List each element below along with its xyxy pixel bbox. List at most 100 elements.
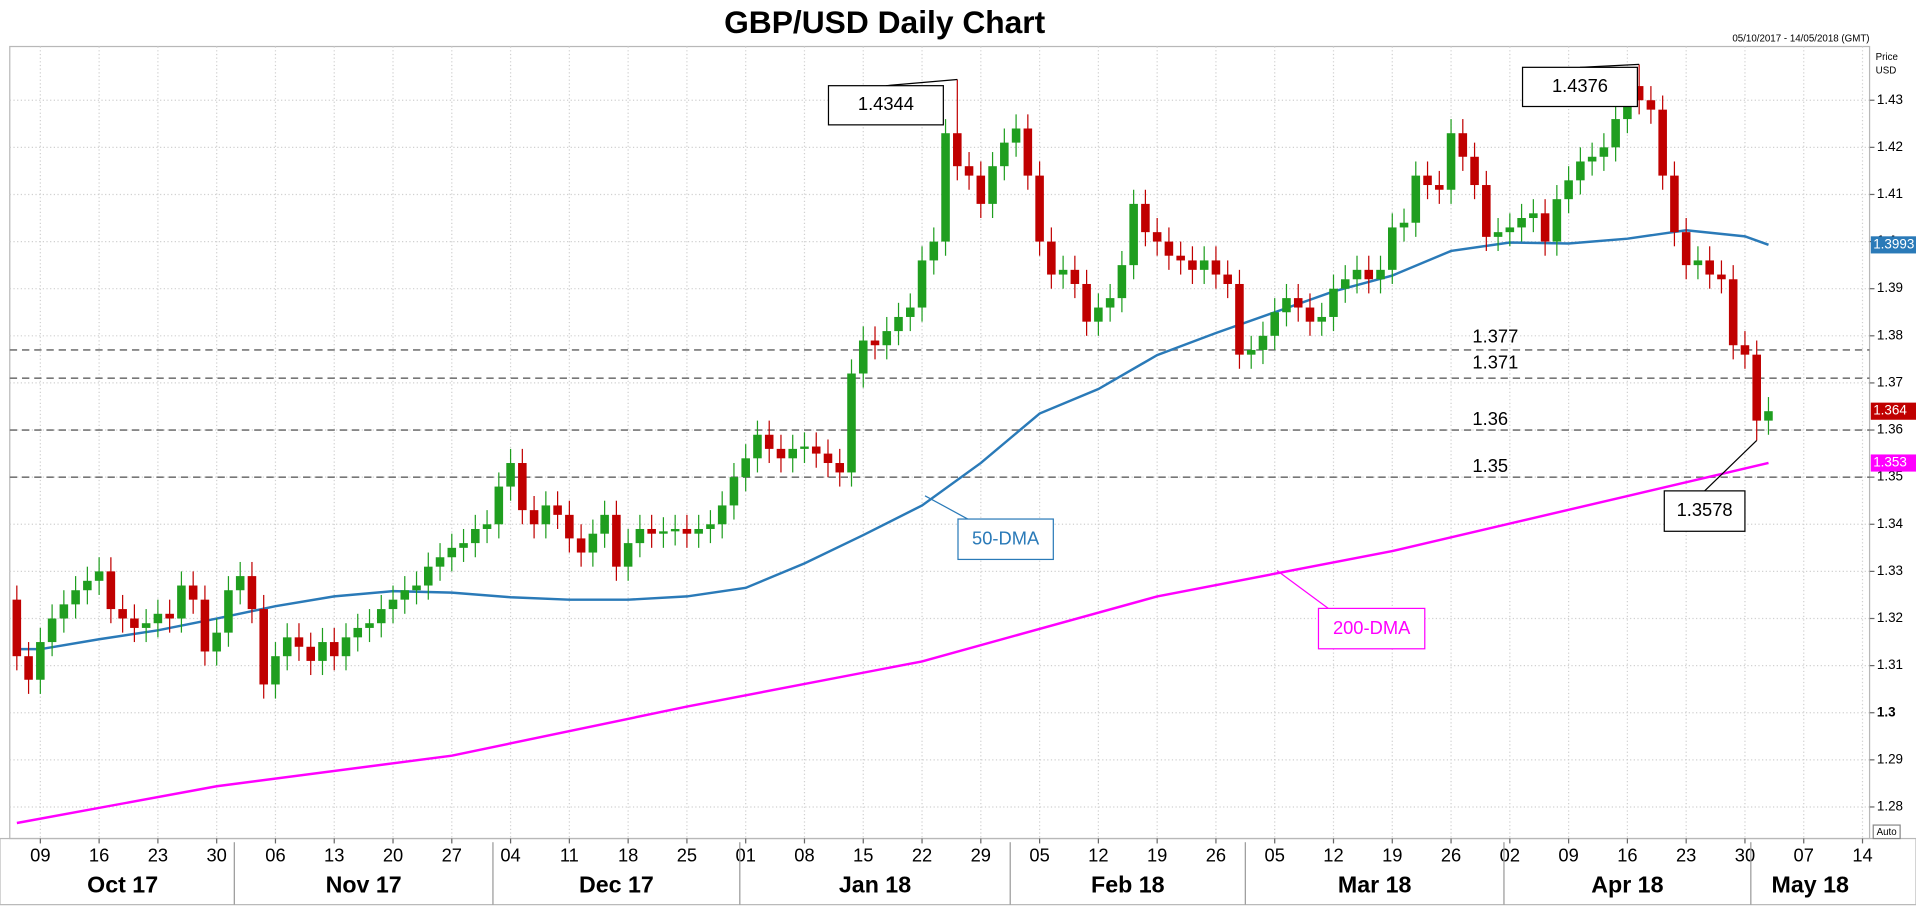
candle-body — [1752, 354, 1761, 421]
month-label: Dec 17 — [579, 871, 654, 897]
candle-body — [1576, 161, 1585, 181]
candle-body — [1458, 133, 1468, 157]
callout-leader — [885, 78, 958, 87]
candle-body — [623, 543, 633, 567]
candle-body — [294, 637, 304, 647]
scale-box[interactable] — [1872, 824, 1901, 840]
candle-body — [565, 514, 574, 539]
candle-body — [800, 446, 809, 449]
candle-body — [1470, 156, 1479, 186]
candle-body — [1000, 142, 1009, 167]
candle-body — [1517, 218, 1526, 228]
candle-body — [1376, 269, 1385, 280]
candle-body — [1199, 260, 1209, 270]
x-tick-label: 15 — [853, 845, 873, 866]
date-axis-frame — [0, 837, 1916, 906]
x-tick-label: 01 — [736, 845, 756, 866]
candle-body — [1258, 335, 1268, 350]
candle-body — [894, 316, 903, 332]
candle-body — [1094, 307, 1103, 322]
candle-body — [494, 486, 504, 525]
callout-box — [1521, 66, 1639, 108]
candle-body — [365, 623, 374, 628]
x-tick-label: 04 — [500, 845, 520, 866]
candle-body — [964, 166, 974, 176]
candle-body — [1482, 185, 1491, 237]
candle-body — [682, 528, 692, 534]
candle-body — [835, 463, 845, 473]
candle-body — [600, 514, 609, 534]
series-label: 200-DMA — [1333, 617, 1411, 638]
candle-body — [1352, 269, 1362, 280]
candle-body — [118, 609, 127, 619]
candle-body — [459, 543, 468, 548]
candle-body — [1317, 316, 1327, 322]
candle-body — [847, 373, 856, 473]
callout-leader — [1276, 569, 1329, 609]
range-label: 05/10/2017 - 14/05/2018 (GMT) — [1732, 34, 1869, 45]
y-tick-label: 1.36 — [1877, 422, 1903, 437]
candle-body — [882, 331, 892, 346]
x-tick-label: 22 — [912, 845, 932, 866]
candle-body — [670, 528, 680, 532]
plot-frame — [9, 45, 1871, 840]
x-tick-label: 13 — [324, 845, 344, 866]
candle-body — [1658, 109, 1667, 176]
candle-body — [1599, 147, 1609, 157]
candle-body — [1282, 298, 1291, 313]
candle-body — [1681, 232, 1691, 266]
candle-body — [706, 524, 715, 529]
callout-leader — [924, 495, 969, 520]
x-tick-label: 19 — [1147, 845, 1167, 866]
candle-body — [24, 656, 33, 680]
candle-body — [341, 637, 351, 657]
scale-label[interactable]: Auto — [1877, 827, 1898, 838]
high-label: 1.4376 — [1552, 75, 1608, 96]
candle-body — [1246, 349, 1256, 355]
callout-box — [827, 85, 944, 126]
x-tick-label: 18 — [618, 845, 638, 866]
candle-body — [200, 599, 210, 652]
candle-body — [482, 524, 492, 529]
candle-body — [941, 133, 950, 242]
candle-body — [729, 477, 739, 506]
y-tick-label: 1.33 — [1877, 563, 1903, 578]
candle-body — [83, 580, 92, 591]
candle-body — [917, 260, 927, 308]
candle-body — [1564, 180, 1573, 200]
candle-body — [1552, 199, 1562, 242]
candle-body — [177, 585, 186, 619]
x-tick-label: 09 — [1558, 845, 1578, 866]
x-tick-label: 30 — [1735, 845, 1755, 866]
candle-body — [224, 590, 233, 633]
y-tick-label: 1.29 — [1877, 751, 1903, 766]
candle-body — [36, 642, 45, 680]
y-tick-label: 1.34 — [1877, 516, 1904, 531]
candle-body — [529, 510, 539, 525]
x-tick-label: 11 — [560, 845, 579, 866]
candle-body — [1670, 175, 1679, 233]
candle-body — [271, 656, 280, 685]
x-tick-label: 12 — [1323, 845, 1343, 866]
candle-body — [858, 340, 868, 374]
price-tag-label: 1.353 — [1873, 455, 1907, 470]
candle-body — [1399, 222, 1409, 228]
month-label: Apr 18 — [1591, 871, 1663, 897]
candle-body — [1188, 260, 1197, 270]
x-tick-label: 06 — [265, 845, 285, 866]
x-tick-label: 02 — [1500, 845, 1520, 866]
candle-body — [212, 632, 221, 652]
series-label: 50-DMA — [972, 528, 1040, 549]
candle-body — [1435, 185, 1444, 190]
candle-body — [1105, 298, 1115, 308]
candle-body — [1646, 100, 1656, 110]
candle-body — [988, 166, 997, 204]
candle-body — [94, 571, 104, 581]
candle-body — [576, 538, 586, 553]
candle-body — [388, 599, 398, 610]
x-tick-label: 25 — [677, 845, 697, 866]
price-tag — [1870, 236, 1916, 254]
month-label: Nov 17 — [326, 871, 402, 897]
candle-body — [906, 307, 915, 317]
candle-body — [71, 590, 80, 605]
